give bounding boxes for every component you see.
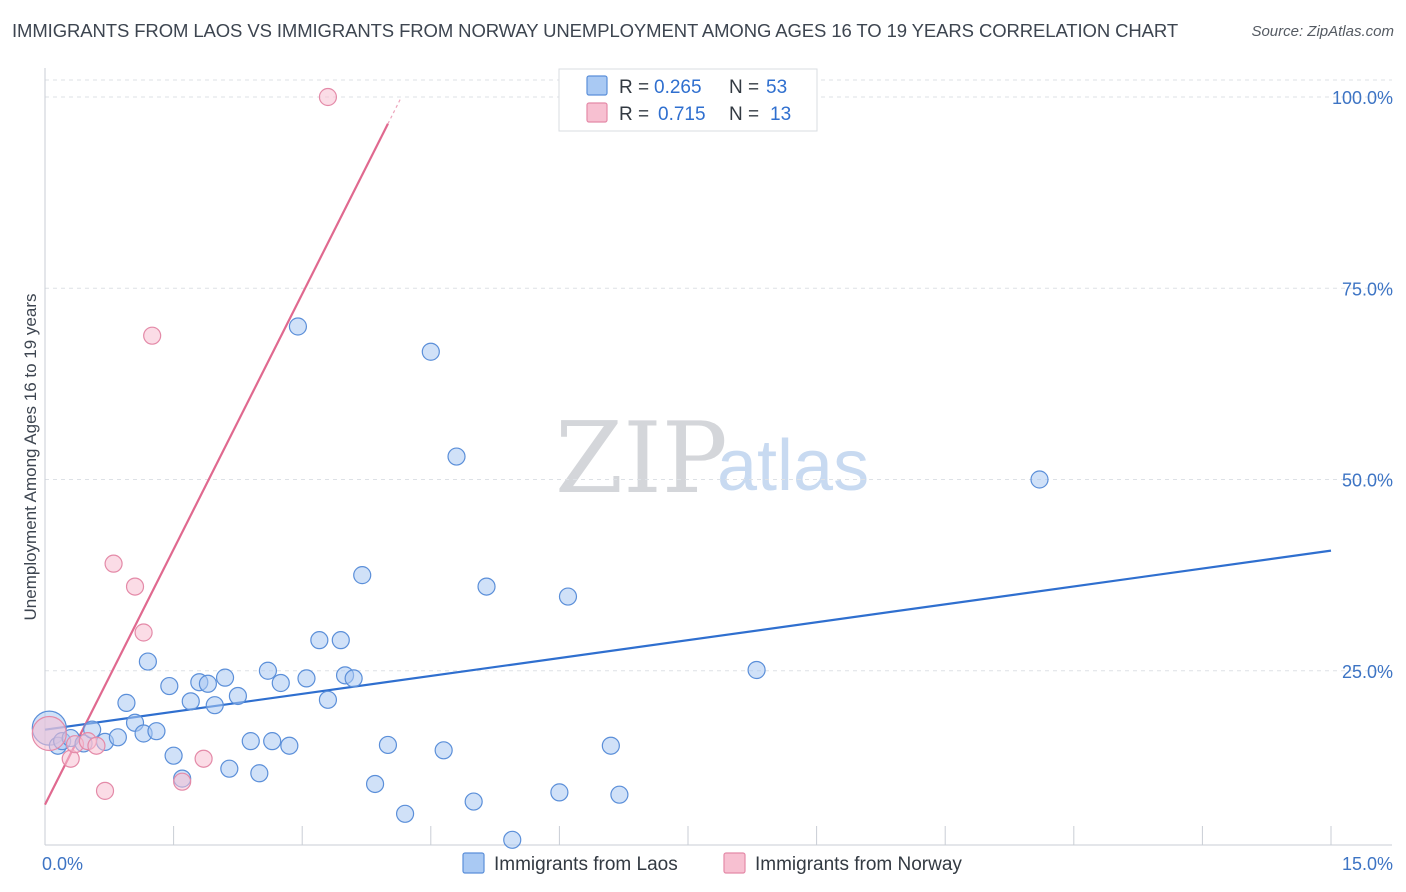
y-tick-label-25: 25.0% (1342, 662, 1393, 682)
norway-point-8 (134, 623, 153, 642)
laos-point-27 (271, 673, 290, 693)
laos-point-31 (310, 631, 329, 650)
norway-point-10 (173, 772, 192, 791)
watermark-zip: ZIP (555, 402, 728, 516)
laos-point-14 (164, 746, 183, 765)
laos-point-33 (331, 631, 350, 650)
laos-point-20 (215, 668, 235, 687)
laos-point-43 (464, 792, 483, 811)
norway-point-12 (318, 87, 338, 107)
bottom-legend-swatch-laos (462, 852, 485, 874)
laos-point-23 (241, 732, 260, 751)
norway-point-5 (95, 781, 115, 800)
laos-point-32 (318, 690, 338, 709)
laos-point-37 (365, 774, 385, 794)
laos-point-25 (258, 661, 278, 680)
norway-point-6 (104, 554, 123, 573)
y-tick-label-75: 75.0% (1342, 279, 1393, 299)
laos-point-47 (558, 587, 578, 606)
gridlines (45, 79, 1392, 672)
laos-point-44 (477, 577, 496, 596)
bottom-legend-swatch-norway (723, 852, 746, 874)
laos-point-41 (434, 741, 453, 760)
norway-point-11 (194, 749, 213, 768)
laos-point-45 (503, 830, 522, 849)
legend-r-value-norway: 0.715 (658, 104, 706, 125)
laos-point-16 (181, 692, 200, 711)
legend-r-label-laos: R = (619, 77, 649, 98)
laos-point-21 (220, 759, 239, 778)
legend-n-label-laos: N = (729, 77, 759, 98)
laos-point-49 (610, 785, 629, 804)
watermark: ZIP atlas (555, 402, 869, 516)
y-tick-label-50: 50.0% (1342, 471, 1393, 491)
laos-point-39 (395, 804, 415, 823)
legend-swatch-laos (586, 75, 608, 96)
series-laos-points (31, 317, 1049, 849)
legend-n-value-norway: 13 (770, 104, 791, 125)
laos-point-46 (550, 783, 569, 802)
y-tick-label-100: 100.0% (1332, 88, 1393, 108)
laos-point-40 (421, 342, 440, 361)
laos-point-12 (147, 722, 166, 741)
series-norway-points (31, 87, 338, 800)
laos-point-50 (747, 660, 766, 680)
trend-line-norway-extension (387, 97, 402, 125)
laos-point-51 (1030, 470, 1049, 489)
legend-r-value-laos: 0.265 (654, 77, 702, 98)
laos-point-24 (250, 764, 269, 783)
laos-point-8 (117, 693, 136, 712)
legend-n-label-norway: N = (729, 104, 759, 125)
trend-line-norway (44, 123, 389, 806)
norway-point-4 (87, 736, 106, 755)
laos-point-35 (344, 669, 363, 688)
bottom-legend-label-norway: Immigrants from Norway (755, 854, 962, 875)
x-tick-label-min: 0.0% (42, 854, 83, 874)
x-tick-label-max: 15.0% (1342, 854, 1393, 874)
stats-legend: R = 0.265 N = 53 R = 0.715 N = 13 (558, 68, 818, 132)
chart-title: IMMIGRANTS FROM LAOS VS IMMIGRANTS FROM … (12, 20, 1179, 41)
laos-point-18 (198, 674, 217, 693)
laos-point-22 (228, 686, 247, 706)
trend-line-laos (44, 549, 1332, 731)
y-axis-title: Unemployment Among Ages 16 to 19 years (21, 294, 40, 621)
legend-n-value-laos: 53 (766, 77, 787, 98)
laos-point-19 (205, 696, 224, 715)
laos-point-13 (160, 676, 179, 696)
laos-point-36 (353, 566, 372, 585)
trend-lines (44, 97, 1332, 806)
norway-point-9 (143, 326, 162, 345)
series-legend: Immigrants from Laos Immigrants from Nor… (462, 852, 962, 875)
laos-point-42 (447, 447, 466, 466)
laos-point-11 (138, 652, 157, 671)
laos-point-26 (263, 732, 282, 751)
laos-point-29 (288, 317, 308, 336)
laos-point-38 (378, 735, 398, 755)
watermark-atlas: atlas (717, 426, 869, 506)
legend-swatch-norway (586, 102, 608, 123)
bottom-legend-label-laos: Immigrants from Laos (494, 854, 678, 875)
laos-point-28 (280, 736, 299, 755)
laos-point-7 (108, 728, 127, 747)
x-tick-labels: 0.0% 15.0% (42, 854, 1393, 874)
laos-point-48 (601, 736, 620, 755)
source-credit: Source: ZipAtlas.com (1251, 23, 1394, 40)
laos-point-30 (297, 669, 316, 688)
legend-r-label-norway: R = (619, 104, 649, 125)
norway-point-0 (31, 715, 67, 752)
y-tick-labels: 25.0% 50.0% 75.0% 100.0% (1332, 88, 1393, 682)
norway-point-7 (125, 577, 145, 596)
